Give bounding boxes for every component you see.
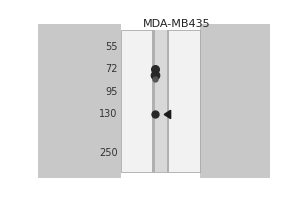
Text: 95: 95 <box>105 87 118 97</box>
Bar <box>155 30 167 172</box>
Polygon shape <box>164 110 171 119</box>
Bar <box>38 24 121 178</box>
Text: 250: 250 <box>99 148 118 158</box>
Text: 72: 72 <box>105 64 118 74</box>
Bar <box>200 24 270 178</box>
Bar <box>121 30 200 172</box>
Bar <box>152 30 169 172</box>
Text: 55: 55 <box>105 42 118 52</box>
Text: 130: 130 <box>99 109 118 119</box>
Text: MDA-MB435: MDA-MB435 <box>143 19 211 29</box>
